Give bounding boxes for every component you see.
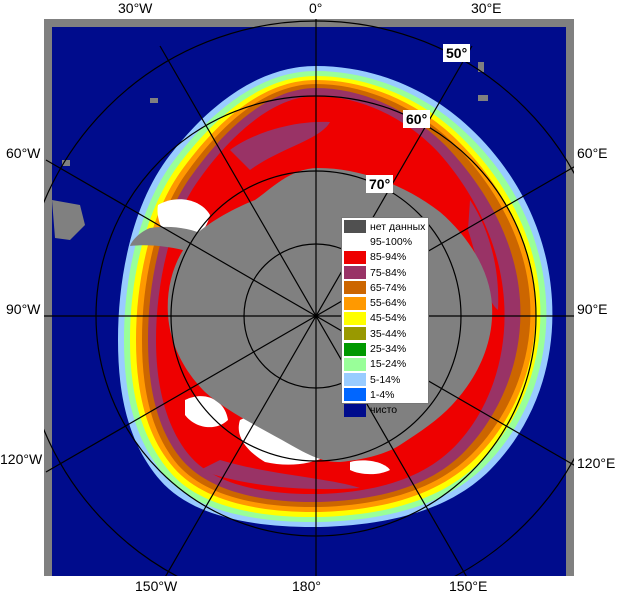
lon-label-30e-top: 30°E — [471, 0, 502, 16]
legend-swatch — [344, 296, 366, 310]
lon-label-90w: 90°W — [6, 301, 41, 317]
legend-swatch — [344, 388, 366, 402]
legend-item: 1-4% — [344, 387, 426, 402]
legend-item: нет данных — [344, 219, 426, 234]
legend-swatch — [344, 357, 366, 371]
legend-swatch — [344, 266, 366, 280]
legend: нет данных 95-100% 85-94% 75-84% 65-74% 55-64… — [341, 217, 429, 417]
land-speck-2 — [478, 95, 488, 101]
legend-label: 5-14% — [370, 373, 401, 386]
legend-label: 45-54% — [370, 312, 407, 325]
legend-label: 95-100% — [370, 235, 413, 248]
land-speck-1 — [150, 98, 158, 103]
lon-label-150w: 150°W — [135, 578, 178, 594]
graticule — [44, 19, 574, 576]
legend-label: 65-74% — [370, 281, 407, 294]
lon-label-150e: 150°E — [449, 578, 488, 594]
lon-label-0-top: 0° — [309, 0, 323, 16]
legend-item: 35-44% — [344, 326, 426, 341]
antarctic-peninsula — [130, 226, 205, 252]
ice-patch-95-100-small — [350, 460, 390, 475]
ice-patch-75-84-east — [468, 200, 499, 310]
legend-label: 85-94% — [370, 251, 407, 264]
legend-item: 5-14% — [344, 372, 426, 387]
legend-label: чисто — [370, 404, 398, 417]
lon-label-60w: 60°W — [6, 145, 41, 161]
legend-swatch — [344, 311, 366, 325]
lon-label-120w: 120°W — [0, 451, 43, 467]
legend-item: 65-74% — [344, 280, 426, 295]
lat-label-70: 70° — [366, 175, 394, 193]
legend-item: 75-84% — [344, 265, 426, 280]
ice-patch-75-84 — [230, 121, 330, 170]
lon-label-120e: 120°E — [577, 455, 616, 471]
legend-item: 45-54% — [344, 311, 426, 326]
legend-swatch — [344, 235, 366, 249]
legend-label: 25-34% — [370, 343, 407, 356]
lon-label-30w-top: 30°W — [118, 0, 153, 16]
meridian-60e-120w — [45, 166, 574, 473]
lon-label-60e: 60°E — [577, 145, 608, 161]
ice-patch-75-84-south — [200, 460, 360, 490]
legend-label: нет данных — [370, 220, 426, 233]
lat-label-60: 60° — [403, 110, 431, 128]
legend-label: 55-64% — [370, 297, 407, 310]
legend-label: 35-44% — [370, 327, 407, 340]
legend-swatch — [344, 250, 366, 264]
legend-item: 85-94% — [344, 250, 426, 265]
legend-label: 15-24% — [370, 358, 407, 371]
legend-item: 15-24% — [344, 357, 426, 372]
legend-swatch — [344, 220, 366, 234]
lon-label-90e: 90°E — [577, 301, 608, 317]
legend-item: 25-34% — [344, 341, 426, 356]
legend-item: 55-64% — [344, 295, 426, 310]
legend-item: чисто — [344, 403, 426, 418]
map-right-strip — [566, 19, 574, 576]
land-speck-3 — [478, 62, 484, 72]
legend-swatch — [344, 373, 366, 387]
lat-label-50: 50° — [443, 44, 471, 62]
lon-label-180: 180° — [292, 578, 321, 594]
legend-swatch — [344, 342, 366, 356]
legend-swatch — [344, 327, 366, 341]
land-speck-4 — [62, 160, 70, 166]
legend-item: 95-100% — [344, 234, 426, 249]
legend-label: 1-4% — [370, 388, 395, 401]
land-speck-south-america — [52, 200, 85, 240]
legend-swatch — [344, 403, 366, 417]
legend-swatch — [344, 281, 366, 295]
legend-label: 75-84% — [370, 266, 407, 279]
